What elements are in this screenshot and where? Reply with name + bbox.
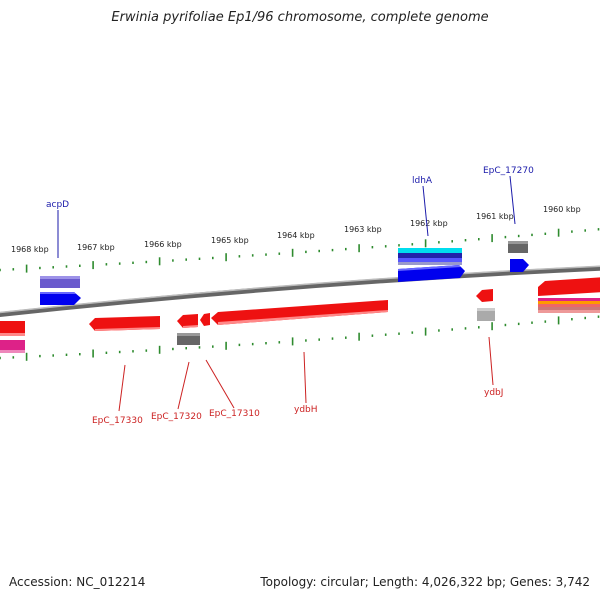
gene-label-epc-17310[interactable]: EpC_17310 bbox=[209, 409, 260, 419]
gene-arrow[interactable] bbox=[211, 300, 388, 325]
upper-tick-track bbox=[0, 228, 600, 273]
gene-label-ydbj[interactable]: ydbJ bbox=[484, 388, 503, 398]
gene-arrow[interactable] bbox=[510, 259, 529, 272]
kbp-label: 1964 kbp bbox=[277, 231, 315, 240]
gene-label-ydbh[interactable]: ydbH bbox=[294, 405, 318, 415]
gene-arrow[interactable] bbox=[200, 313, 210, 326]
gene-feature[interactable] bbox=[177, 333, 200, 345]
gene-arrow[interactable] bbox=[40, 292, 81, 305]
kbp-label: 1963 kbp bbox=[344, 225, 382, 234]
gene-feature[interactable] bbox=[40, 276, 80, 288]
gene-arrow[interactable] bbox=[177, 314, 198, 328]
gene-arrow[interactable] bbox=[398, 265, 465, 282]
gene-feature[interactable] bbox=[398, 248, 462, 265]
gene-feature[interactable] bbox=[508, 241, 528, 253]
gene-feature[interactable] bbox=[0, 321, 25, 353]
gene-label-ldha[interactable]: ldhA bbox=[412, 176, 433, 186]
label-leaders bbox=[57, 175, 516, 412]
forward-genes bbox=[40, 241, 600, 313]
gene-label-epc-17330[interactable]: EpC_17330 bbox=[92, 416, 143, 426]
kbp-label: 1962 kbp bbox=[410, 219, 448, 228]
kbp-label: 1965 kbp bbox=[211, 236, 249, 245]
gene-labels: acpD ldhA EpC_17270 EpC_17330 EpC_17320 … bbox=[46, 166, 534, 426]
kbp-label: 1960 kbp bbox=[543, 205, 581, 214]
kbp-label: 1968 kbp bbox=[11, 245, 49, 254]
accession-text: Accession: NC_012214 bbox=[9, 575, 146, 589]
gene-label-acpd[interactable]: acpD bbox=[46, 200, 69, 210]
map-title: Erwinia pyrifoliae Ep1/96 chromosome, co… bbox=[111, 10, 489, 25]
gene-arrow[interactable] bbox=[89, 316, 160, 331]
gene-label-epc-17270[interactable]: EpC_17270 bbox=[483, 166, 534, 176]
kbp-label: 1961 kbp bbox=[476, 212, 514, 221]
lower-tick-track bbox=[0, 315, 600, 361]
gene-feature[interactable] bbox=[538, 277, 600, 313]
kbp-labels: 1968 kbp 1967 kbp 1966 kbp 1965 kbp 1964… bbox=[11, 205, 581, 254]
kbp-label: 1967 kbp bbox=[77, 243, 115, 252]
kbp-label: 1966 kbp bbox=[144, 240, 182, 249]
gene-label-epc-17320[interactable]: EpC_17320 bbox=[151, 412, 202, 422]
genome-summary-text: Topology: circular; Length: 4,026,322 bp… bbox=[260, 575, 590, 589]
gene-feature[interactable] bbox=[477, 308, 495, 321]
gene-arrow[interactable] bbox=[476, 289, 493, 302]
reverse-genes bbox=[0, 289, 495, 353]
